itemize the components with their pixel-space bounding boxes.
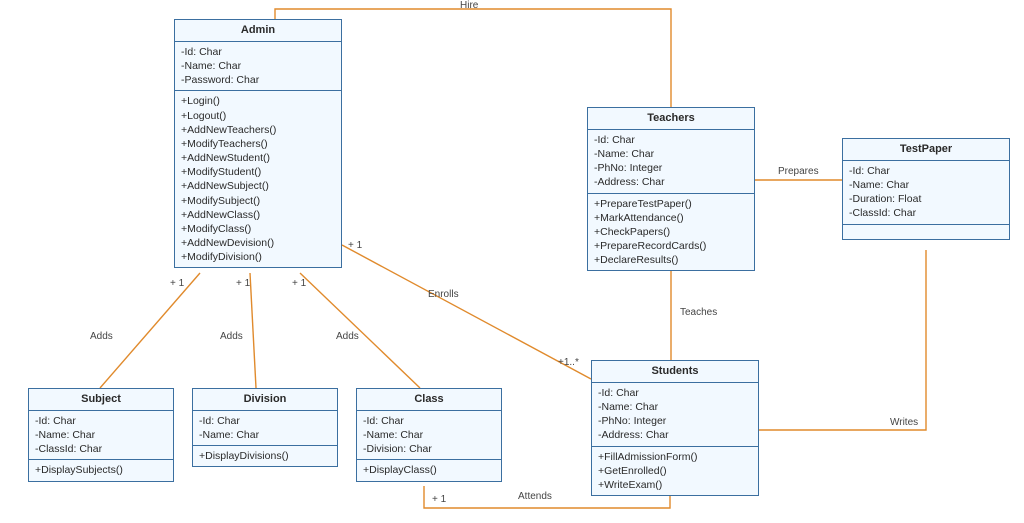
- class-title: Students: [592, 361, 758, 383]
- class-attrs: -Id: Char -Name: Char -Duration: Float -…: [843, 161, 1009, 225]
- class-title: Admin: [175, 20, 341, 42]
- class-title: Division: [193, 389, 337, 411]
- label-enrolls: Enrolls: [428, 289, 459, 300]
- class-ops: +Login() +Logout() +AddNewTeachers() +Mo…: [175, 91, 341, 267]
- class-title: Class: [357, 389, 501, 411]
- class-attrs: -Id: Char -Name: Char -Password: Char: [175, 42, 341, 92]
- label-adds-division: Adds: [220, 331, 243, 342]
- class-ops: +DisplaySubjects(): [29, 460, 173, 480]
- class-ops: +FillAdmissionForm() +GetEnrolled() +Wri…: [592, 447, 758, 496]
- label-teaches: Teaches: [680, 307, 717, 318]
- class-ops: [843, 225, 1009, 239]
- class-ops: +DisplayDivisions(): [193, 446, 337, 466]
- class-teachers: Teachers -Id: Char -Name: Char -PhNo: In…: [587, 107, 755, 271]
- class-testpaper: TestPaper -Id: Char -Name: Char -Duratio…: [842, 138, 1010, 240]
- class-subject: Subject -Id: Char -Name: Char -ClassId: …: [28, 388, 174, 482]
- mult-admin-subject: + 1: [170, 278, 184, 289]
- class-attrs: -Id: Char -Name: Char -ClassId: Char: [29, 411, 173, 461]
- class-title: Subject: [29, 389, 173, 411]
- class-students: Students -Id: Char -Name: Char -PhNo: In…: [591, 360, 759, 496]
- mult-admin-enrolls: + 1: [348, 240, 362, 251]
- label-adds-class: Adds: [336, 331, 359, 342]
- class-ops: +DisplayClass(): [357, 460, 501, 480]
- mult-admin-division: + 1: [236, 278, 250, 289]
- label-attends: Attends: [518, 491, 552, 502]
- label-hire: Hire: [460, 0, 478, 11]
- class-ops: +PrepareTestPaper() +MarkAttendance() +C…: [588, 194, 754, 271]
- class-attrs: -Id: Char -Name: Char -PhNo: Integer -Ad…: [588, 130, 754, 194]
- label-writes: Writes: [890, 417, 918, 428]
- class-class: Class -Id: Char -Name: Char -Division: C…: [356, 388, 502, 482]
- mult-attends-class: + 1: [432, 494, 446, 505]
- class-title: Teachers: [588, 108, 754, 130]
- class-attrs: -Id: Char -Name: Char: [193, 411, 337, 446]
- class-attrs: -Id: Char -Name: Char -PhNo: Integer -Ad…: [592, 383, 758, 447]
- mult-admin-class: + 1: [292, 278, 306, 289]
- class-attrs: -Id: Char -Name: Char -Division: Char: [357, 411, 501, 461]
- class-division: Division -Id: Char -Name: Char +DisplayD…: [192, 388, 338, 467]
- label-prepares: Prepares: [778, 166, 819, 177]
- label-adds-subject: Adds: [90, 331, 113, 342]
- class-title: TestPaper: [843, 139, 1009, 161]
- mult-students-near: +1..*: [558, 357, 579, 368]
- class-admin: Admin -Id: Char -Name: Char -Password: C…: [174, 19, 342, 268]
